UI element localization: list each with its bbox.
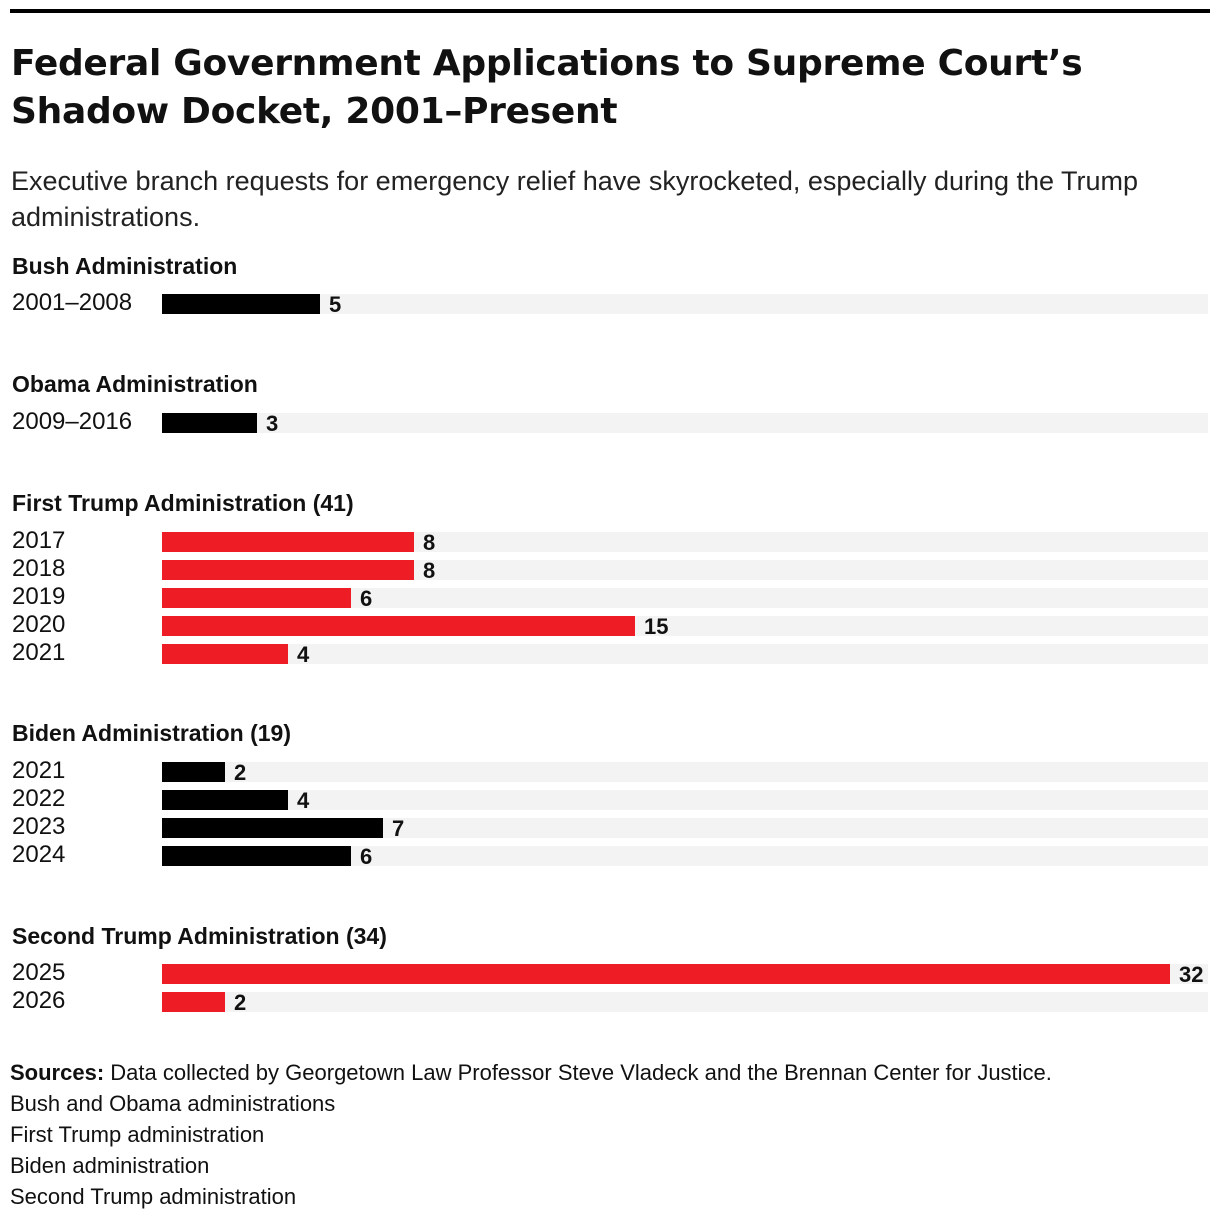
bar-track [162,588,1208,608]
row-label: 2023 [12,813,66,840]
row-label: 2001–2008 [12,289,133,316]
row-label: 2021 [12,639,66,666]
sources-line: Sources: Data collected by Georgetown La… [10,1057,1210,1088]
value-label: 8 [423,558,436,583]
bar-track [162,762,1208,782]
value-label: 4 [297,788,310,813]
group-label: First Trump Administration (41) [12,490,354,516]
bar-track [162,790,1208,810]
value-label: 6 [360,844,373,869]
bar [162,616,635,636]
sources-heading: Sources: [10,1060,105,1085]
value-label: 3 [266,411,279,436]
top-rule [10,9,1210,13]
bar-track [162,294,1208,314]
row-label: 2021 [12,757,66,784]
chart-subtitle: Executive branch requests for emergency … [11,166,1139,232]
value-label: 7 [392,816,405,841]
row-label: 2020 [12,611,66,638]
row-label: 2018 [12,555,66,582]
bar [162,644,288,664]
bar-track [162,413,1208,433]
bar [162,762,225,782]
bar [162,790,288,810]
bar [162,413,257,433]
row-label: 2025 [12,959,66,986]
row-label: 2022 [12,785,66,812]
bar-track [162,532,1208,552]
group-label: Biden Administration (19) [12,720,291,746]
bar [162,964,1170,984]
group-label: Bush Administration [12,253,238,279]
sources-text: Data collected by Georgetown Law Profess… [110,1060,1052,1085]
row-label: 2024 [12,841,66,868]
source-link-second-trump[interactable]: Second Trump administration [10,1184,297,1209]
chart-title: Federal Government Applications to Supre… [11,43,1083,132]
row-label: 2026 [12,987,66,1014]
value-label: 2 [234,990,247,1015]
bar-track [162,992,1208,1012]
value-label: 2 [234,760,247,785]
bar [162,294,320,314]
group-label: Second Trump Administration (34) [12,923,387,949]
source-link-bush-obama[interactable]: Bush and Obama administrations [10,1091,336,1116]
bar [162,588,351,608]
value-label: 15 [644,614,669,639]
value-label: 32 [1179,962,1204,987]
bar [162,846,351,866]
bar-track [162,560,1208,580]
bar [162,818,383,838]
row-label: 2019 [12,583,66,610]
value-label: 5 [329,292,342,317]
bar-track [162,818,1208,838]
bar-track [162,846,1208,866]
value-label: 6 [360,586,373,611]
source-link-biden[interactable]: Biden administration [10,1153,210,1178]
bar [162,992,225,1012]
bar [162,532,414,552]
sources-block: Sources: Data collected by Georgetown La… [10,1057,1210,1212]
row-label: 2009–2016 [12,408,133,435]
source-link-first-trump[interactable]: First Trump administration [10,1122,265,1147]
group-label: Obama Administration [12,371,258,397]
value-label: 8 [423,530,436,555]
row-label: 2017 [12,527,66,554]
bar-track [162,644,1208,664]
bar [162,560,414,580]
value-label: 4 [297,642,310,667]
